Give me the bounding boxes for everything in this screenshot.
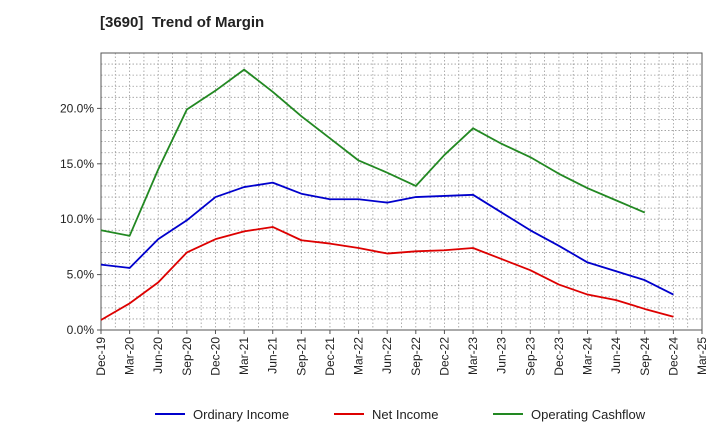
x-tick-label: Sep-23 <box>523 337 537 376</box>
y-tick-label: 0.0% <box>67 323 95 337</box>
x-tick-label: Sep-20 <box>180 337 194 376</box>
x-tick-label: Sep-22 <box>409 337 423 376</box>
x-tick-label: Mar-23 <box>466 337 480 375</box>
series-line-net-income <box>100 226 674 321</box>
x-tick-label: Dec-21 <box>323 337 337 376</box>
x-tick-label: Mar-21 <box>237 337 251 375</box>
x-tick-label: Mar-20 <box>123 337 137 375</box>
series-line-ordinary-income <box>100 181 674 296</box>
x-tick-label: Dec-20 <box>208 337 222 376</box>
legend: Ordinary Income Net Income Operating Cashf… <box>155 407 646 422</box>
x-tick-label: Dec-23 <box>552 337 566 376</box>
x-tick-label: Dec-22 <box>437 337 451 376</box>
x-tick-label: Dec-19 <box>94 337 108 376</box>
y-tick-label: 20.0% <box>60 101 94 115</box>
x-tick-label: Sep-24 <box>638 337 652 376</box>
series-lines <box>100 68 674 321</box>
axes: 0.0% 5.0% 10.0% 15.0% 20.0% Dec-19 Mar-20 Jun-2… <box>60 52 709 376</box>
chart-title: [3690] Trend of Margin <box>100 14 265 31</box>
legend-label-operating-cashflow: Operating Cashflow <box>531 407 646 422</box>
x-tick-label: Jun-20 <box>151 337 165 374</box>
legend-label-ordinary-income: Ordinary Income <box>193 407 289 422</box>
series-line-operating-cashflow <box>100 68 646 237</box>
legend-label-net-income: Net Income <box>372 407 438 422</box>
y-tick-label: 10.0% <box>60 212 94 226</box>
x-tick-label: Dec-24 <box>666 337 680 376</box>
x-tick-label: Mar-24 <box>581 337 595 375</box>
x-tick-label: Jun-22 <box>380 337 394 374</box>
x-tick-label: Jun-23 <box>495 337 509 374</box>
x-tick-label: Mar-22 <box>352 337 366 375</box>
x-tick-label: Sep-21 <box>294 337 308 376</box>
plot-frame <box>100 52 703 331</box>
x-tick-label: Mar-25 <box>695 337 709 375</box>
y-tick-label: 15.0% <box>60 157 94 171</box>
x-tick-label: Jun-21 <box>266 337 280 374</box>
grid-lines <box>101 53 702 330</box>
y-tick-label: 5.0% <box>67 268 95 282</box>
x-tick-label: Jun-24 <box>609 337 623 374</box>
